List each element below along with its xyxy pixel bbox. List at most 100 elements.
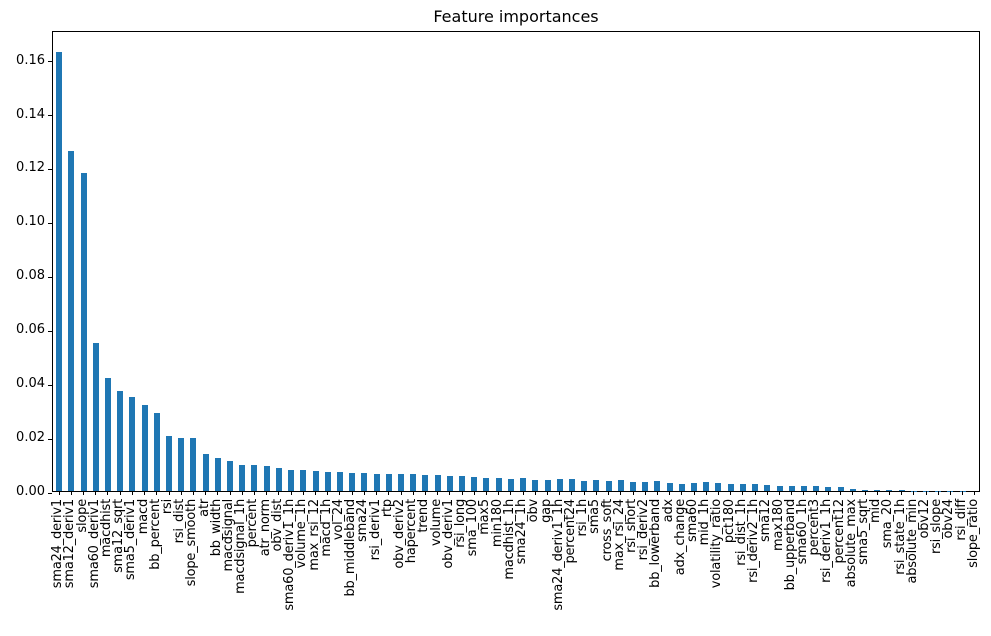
bar <box>483 477 490 491</box>
x-tick-mark <box>547 491 549 495</box>
x-tick-mark <box>437 491 439 495</box>
bar <box>251 464 258 491</box>
x-tick-mark <box>351 491 353 495</box>
bar <box>141 404 148 491</box>
x-tick-mark <box>131 491 133 495</box>
x-tick-mark <box>827 491 829 495</box>
bar <box>324 471 331 491</box>
bar <box>288 469 295 491</box>
x-tick-mark <box>766 491 768 495</box>
y-tick-label: 0.08 <box>16 268 45 284</box>
bar <box>642 482 649 491</box>
bar <box>68 151 75 491</box>
x-tick-mark <box>229 491 231 495</box>
x-tick-mark <box>400 491 402 495</box>
x-tick-mark <box>58 491 60 495</box>
bar <box>385 474 392 491</box>
bar <box>349 472 356 491</box>
bar <box>214 458 221 491</box>
bar <box>300 469 307 491</box>
bar <box>800 486 807 491</box>
x-tick-mark <box>278 491 280 495</box>
x-tick-mark <box>754 491 756 495</box>
x-tick-mark <box>620 491 622 495</box>
x-tick-mark <box>840 491 842 495</box>
bar <box>227 460 234 491</box>
bar <box>739 484 746 491</box>
y-tick-label: 0.10 <box>16 214 45 230</box>
x-tick-mark <box>290 491 292 495</box>
bar <box>886 490 893 491</box>
y-tick-mark <box>48 330 52 332</box>
x-tick-mark <box>901 491 903 495</box>
y-tick-label: 0.14 <box>16 106 45 122</box>
y-tick-label: 0.00 <box>16 484 45 499</box>
bar <box>752 484 759 491</box>
bar <box>361 472 368 491</box>
x-tick-mark <box>388 491 390 495</box>
bar <box>117 391 124 491</box>
bar <box>862 489 868 491</box>
bar <box>654 481 661 491</box>
x-tick-mark <box>949 491 951 495</box>
bar <box>776 485 783 491</box>
bar <box>605 480 612 491</box>
x-tick-mark <box>363 491 365 495</box>
bar <box>703 482 710 491</box>
bar <box>813 486 820 491</box>
bar <box>459 475 466 491</box>
x-tick-mark <box>705 491 707 495</box>
x-tick-mark <box>681 491 683 495</box>
x-tick-mark <box>779 491 781 495</box>
x-tick-mark <box>888 491 890 495</box>
x-tick-mark <box>608 491 610 495</box>
x-tick-mark <box>192 491 194 495</box>
x-tick-mark <box>571 491 573 495</box>
bar <box>312 471 319 491</box>
bar <box>825 486 832 491</box>
x-tick-mark <box>693 491 695 495</box>
x-tick-mark <box>217 491 219 495</box>
x-tick-mark <box>168 491 170 495</box>
x-tick-mark <box>522 491 524 495</box>
bar <box>446 476 453 491</box>
x-tick-mark <box>498 491 500 495</box>
x-tick-mark <box>717 491 719 495</box>
x-tick-mark <box>510 491 512 495</box>
bar <box>410 474 417 491</box>
y-tick-label: 0.06 <box>16 322 45 338</box>
bar <box>373 473 380 491</box>
x-tick-mark <box>327 491 329 495</box>
x-tick-mark <box>412 491 414 495</box>
x-tick-mark <box>473 491 475 495</box>
x-tick-mark <box>253 491 255 495</box>
x-tick-mark <box>376 491 378 495</box>
x-tick-mark <box>644 491 646 495</box>
x-tick-mark <box>461 491 463 495</box>
bar <box>104 377 111 491</box>
plot-area <box>48 31 980 495</box>
bar <box>544 479 551 491</box>
y-tick-mark <box>48 438 52 440</box>
bar <box>715 483 722 491</box>
bar <box>263 466 270 491</box>
bar <box>275 468 282 491</box>
x-tick-mark <box>815 491 817 495</box>
x-tick-mark <box>937 491 939 495</box>
bar <box>178 438 185 491</box>
bar <box>764 485 771 491</box>
bar <box>788 485 795 491</box>
bar <box>166 435 172 491</box>
bar <box>239 464 246 491</box>
x-tick-mark <box>180 491 182 495</box>
x-tick-mark <box>70 491 72 495</box>
x-tick-mark <box>876 491 878 495</box>
x-tick-mark <box>925 491 927 495</box>
x-tick-mark <box>424 491 426 495</box>
bar <box>56 51 63 491</box>
x-tick-mark <box>156 491 158 495</box>
y-tick-label: 0.16 <box>16 52 45 68</box>
x-tick-mark <box>669 491 671 495</box>
x-tick-mark <box>266 491 268 495</box>
bar <box>532 479 539 491</box>
